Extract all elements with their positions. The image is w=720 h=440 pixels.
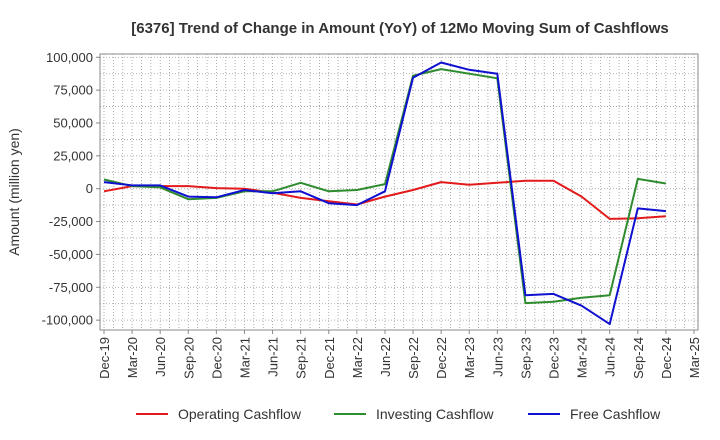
free-cashflow-line xyxy=(103,61,666,326)
operating-cashflow-legend-label: Operating Cashflow xyxy=(178,406,302,422)
investing-cashflow-legend-label: Investing Cashflow xyxy=(376,406,494,422)
x-tick-label: Jun-20 xyxy=(153,337,168,377)
y-tick-label: 25,000 xyxy=(53,148,93,163)
y-axis-ticks: 100,000 75,000 50,000 25,000 0 -25,000 -50,000… xyxy=(42,50,100,328)
grid xyxy=(100,54,698,330)
y-tick-label: 50,000 xyxy=(53,116,93,131)
x-tick-label: Mar-21 xyxy=(237,337,252,378)
free-cashflow-legend-label: Free Cashflow xyxy=(570,406,661,422)
x-tick-label: Dec-23 xyxy=(547,337,562,379)
x-tick-label: Mar-22 xyxy=(350,337,365,378)
x-tick-label: Sep-21 xyxy=(294,337,309,379)
x-tick-label: Mar-23 xyxy=(462,337,477,378)
y-tick-label: 75,000 xyxy=(53,83,93,98)
y-tick-label: -50,000 xyxy=(49,247,93,262)
y-tick-label: -100,000 xyxy=(42,313,93,328)
chart-title: [6376] Trend of Change in Amount (YoY) o… xyxy=(131,20,669,37)
x-tick-label: Mar-24 xyxy=(575,337,590,378)
x-tick-label: Jun-23 xyxy=(490,337,505,377)
x-tick-label: Mar-20 xyxy=(125,337,140,378)
y-tick-label: -75,000 xyxy=(49,280,93,295)
x-tick-label: Dec-24 xyxy=(659,337,674,379)
y-axis-label: Amount (million yen) xyxy=(6,128,22,256)
legend: Operating Cashflow Investing Cashflow Free… xyxy=(136,406,661,422)
x-tick-label: Sep-22 xyxy=(406,337,421,379)
x-tick-label: Dec-21 xyxy=(322,337,337,379)
x-tick-label: Mar-25 xyxy=(687,337,702,378)
x-tick-label: Dec-22 xyxy=(434,337,449,379)
x-tick-label: Dec-19 xyxy=(97,337,112,379)
x-tick-label: Jun-24 xyxy=(603,337,618,377)
plot-area-frame xyxy=(99,53,699,331)
y-tick-label: 100,000 xyxy=(46,50,93,65)
x-axis-ticks: Dec-19 Mar-20 Jun-20 Sep-20 Dec-20 Mar-21 Jun-… xyxy=(97,330,702,379)
x-tick-label: Sep-23 xyxy=(518,337,533,379)
x-tick-label: Jun-22 xyxy=(378,337,393,377)
x-tick-label: Dec-20 xyxy=(209,337,224,379)
investing-cashflow-line xyxy=(103,68,667,305)
x-tick-label: Jun-21 xyxy=(266,337,281,377)
y-tick-label: -25,000 xyxy=(49,214,93,229)
x-tick-label: Sep-20 xyxy=(181,337,196,379)
series-lines xyxy=(103,61,667,326)
x-tick-label: Sep-24 xyxy=(631,337,646,379)
operating-cashflow-line xyxy=(103,179,666,220)
y-tick-label: 0 xyxy=(86,181,93,196)
